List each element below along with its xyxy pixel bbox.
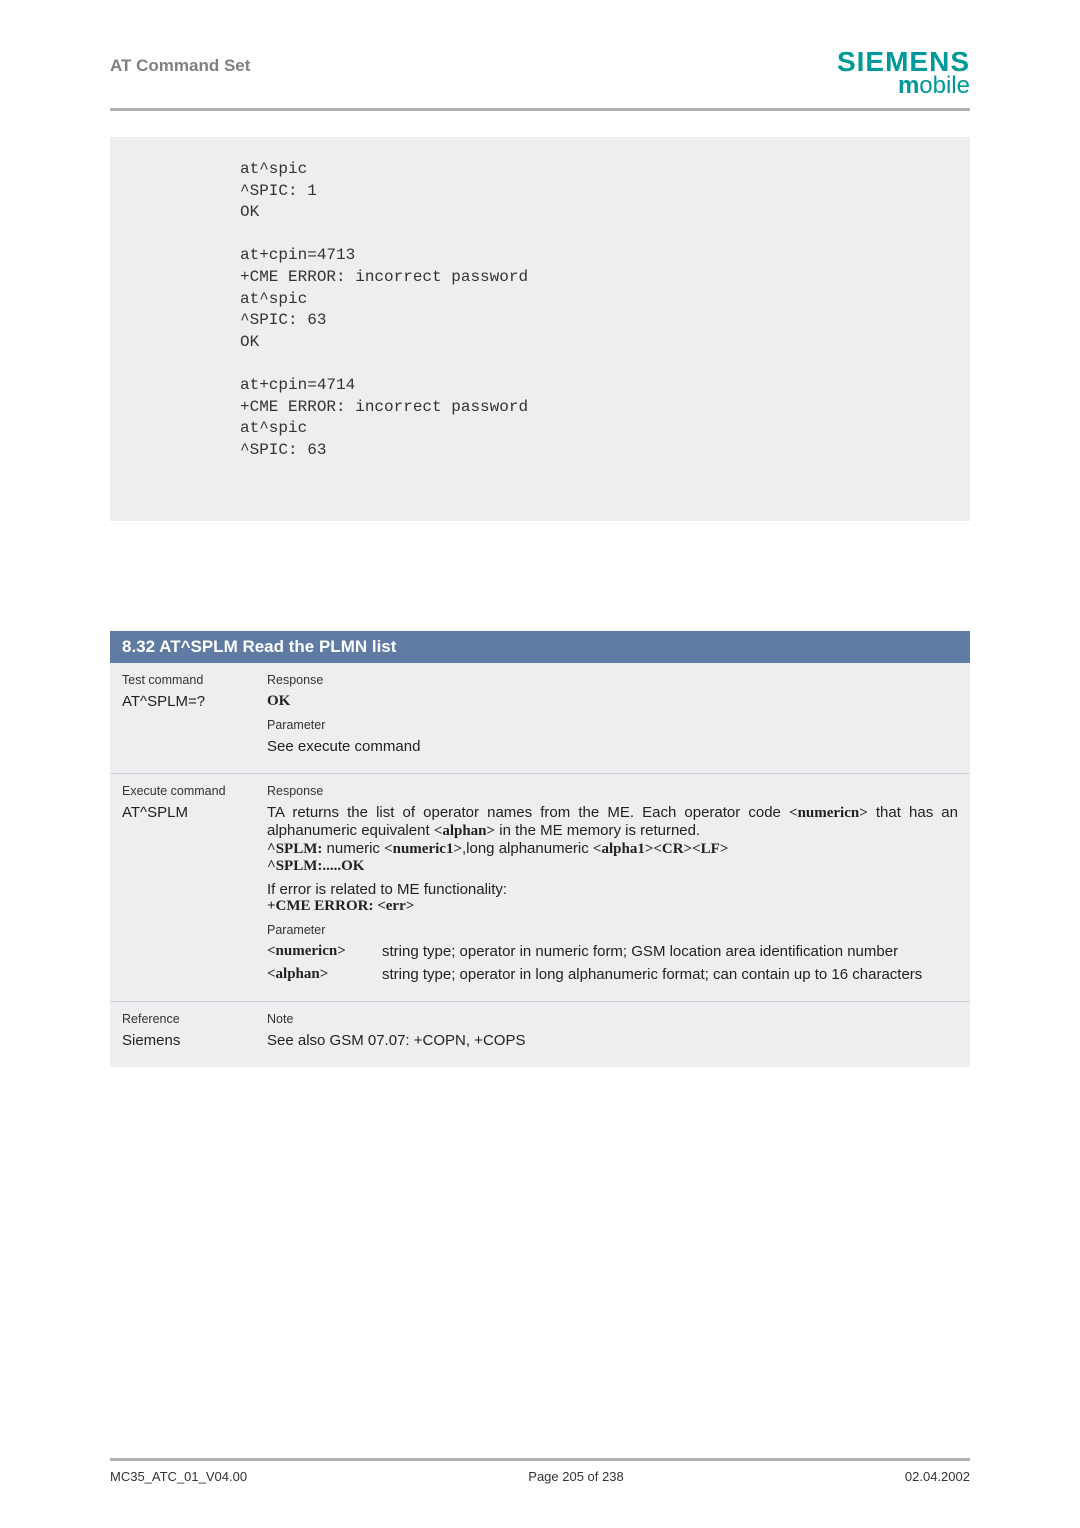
reference-text: Siemens bbox=[122, 1032, 243, 1049]
table-row: Reference Siemens Note See also GSM 07.0… bbox=[110, 1002, 970, 1068]
response-ok: OK bbox=[267, 693, 958, 710]
cme-error-line: +CME ERROR: <err> bbox=[267, 898, 958, 915]
reference-label: Reference bbox=[122, 1012, 243, 1026]
response-description: TA returns the list of operator names fr… bbox=[267, 804, 958, 840]
splm-format-line: ^SPLM: numeric <numeric1>,long alphanume… bbox=[267, 840, 958, 858]
cell-left: Test command AT^SPLM=? bbox=[110, 663, 255, 774]
splm-ok-line: ^SPLM:.....OK bbox=[267, 858, 958, 875]
footer-rule bbox=[110, 1458, 970, 1461]
param-row: <numericn> string type; operator in nume… bbox=[267, 943, 958, 960]
page-footer: MC35_ATC_01_V04.00 Page 205 of 238 02.04… bbox=[110, 1458, 970, 1484]
command-table: Test command AT^SPLM=? Response OK Param… bbox=[110, 663, 970, 1067]
param-desc-alphan: string type; operator in long alphanumer… bbox=[382, 966, 958, 983]
param-desc-numericn: string type; operator in numeric form; G… bbox=[382, 943, 958, 960]
footer-page-number: Page 205 of 238 bbox=[528, 1469, 623, 1484]
footer-doc-id: MC35_ATC_01_V04.00 bbox=[110, 1469, 247, 1484]
page-header: AT Command Set SIEMENS mobile bbox=[110, 48, 970, 98]
cell-left: Execute command AT^SPLM bbox=[110, 774, 255, 1002]
footer-date: 02.04.2002 bbox=[905, 1469, 970, 1484]
cell-left: Reference Siemens bbox=[110, 1002, 255, 1068]
response-label: Response bbox=[267, 784, 958, 798]
parameter-label: Parameter bbox=[267, 923, 958, 937]
parameter-text: See execute command bbox=[267, 738, 958, 755]
param-key-alphan: <alphan> bbox=[267, 966, 382, 983]
response-label: Response bbox=[267, 673, 958, 687]
parameter-label: Parameter bbox=[267, 718, 958, 732]
brand-logo: SIEMENS mobile bbox=[837, 48, 970, 98]
table-row: Execute command AT^SPLM Response TA retu… bbox=[110, 774, 970, 1002]
section-heading: 8.32 AT^SPLM Read the PLMN list bbox=[110, 631, 970, 663]
param-row: <alphan> string type; operator in long a… bbox=[267, 966, 958, 983]
code-example: at^spic ^SPIC: 1 OK at+cpin=4713 +CME ER… bbox=[110, 137, 970, 521]
header-rule bbox=[110, 108, 970, 111]
cell-right: Response OK Parameter See execute comman… bbox=[255, 663, 970, 774]
execute-command-label: Execute command bbox=[122, 784, 243, 798]
error-intro: If error is related to ME functionality: bbox=[267, 881, 958, 898]
cell-right: Response TA returns the list of operator… bbox=[255, 774, 970, 1002]
test-command-name: AT^SPLM=? bbox=[122, 693, 243, 710]
table-row: Test command AT^SPLM=? Response OK Param… bbox=[110, 663, 970, 774]
note-label: Note bbox=[267, 1012, 958, 1026]
brand-mobile: mobile bbox=[837, 74, 970, 98]
header-title: AT Command Set bbox=[110, 48, 250, 76]
execute-command-name: AT^SPLM bbox=[122, 804, 243, 821]
test-command-label: Test command bbox=[122, 673, 243, 687]
param-key-numericn: <numericn> bbox=[267, 943, 382, 960]
note-text: See also GSM 07.07: +COPN, +COPS bbox=[267, 1032, 958, 1049]
cell-right: Note See also GSM 07.07: +COPN, +COPS bbox=[255, 1002, 970, 1068]
